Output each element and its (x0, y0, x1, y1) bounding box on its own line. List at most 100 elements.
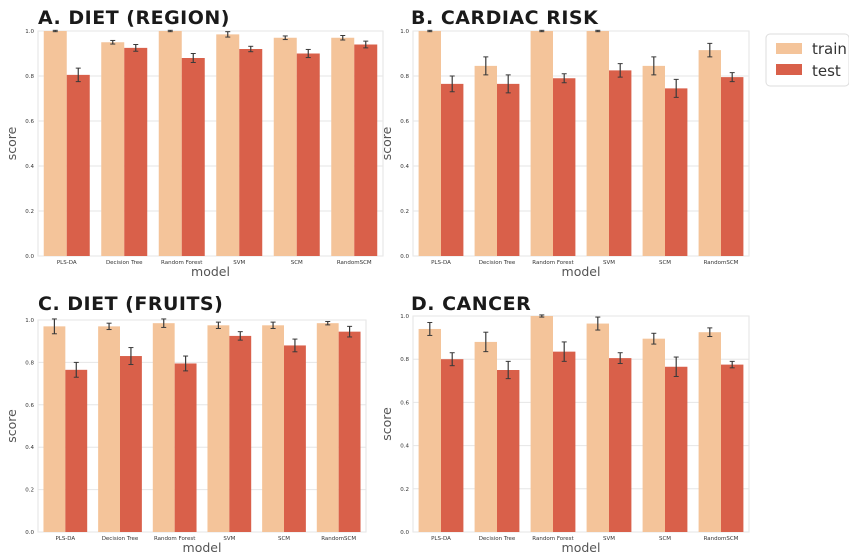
y-tick-label: 0.4 (25, 445, 34, 451)
x-tick-label: PLS-DA (57, 260, 77, 266)
bar-train (43, 326, 66, 532)
y-tick-label: 0.0 (25, 530, 34, 536)
bar-train (216, 34, 240, 256)
x-tick-label: Decision Tree (106, 260, 143, 266)
x-tick-label: RandomSCM (704, 260, 739, 266)
panel-title: D. CANCER (411, 293, 531, 315)
x-tick-label: Random Forest (161, 260, 203, 266)
bar-test (120, 356, 142, 532)
y-axis-label: score (4, 126, 19, 160)
y-tick-label: 0.8 (25, 74, 34, 80)
bar-test (609, 70, 632, 256)
bar-test (181, 58, 205, 256)
chart-panel-1: 0.0 0.2 0.4 0.6 0.8 1.0 PLS-DA Decision Tree Ran… (379, 7, 750, 279)
bar-train (331, 37, 355, 256)
panel-title: B. CARDIAC RISK (411, 7, 599, 29)
x-axis-label: model (183, 540, 222, 553)
bar-train (152, 323, 175, 532)
bar-test (665, 366, 688, 532)
x-tick-label: Decision Tree (479, 260, 516, 266)
bar-test (174, 363, 197, 532)
bar-train (474, 65, 497, 256)
y-tick-label: 0.2 (400, 209, 409, 215)
bar-test (354, 44, 378, 256)
panel-title: C. DIET (FRUITS) (38, 293, 223, 315)
x-tick-label: SCM (659, 260, 671, 266)
y-axis-label: score (379, 126, 394, 160)
legend: train test (765, 33, 849, 87)
y-axis-label: score (4, 409, 19, 443)
x-tick-label: Random Forest (532, 260, 574, 266)
chart-panel-2: 0.0 0.2 0.4 0.6 0.8 1.0 PLS-DA Decision Tree Ran… (4, 293, 367, 553)
x-tick-label: PLS-DA (431, 536, 451, 542)
bar-train (418, 328, 441, 532)
x-tick-label: PLS-DA (55, 536, 75, 542)
x-tick-label: SCM (278, 536, 290, 542)
x-axis-label: model (562, 540, 601, 553)
bar-train (316, 323, 339, 532)
bar-train (474, 341, 497, 532)
x-tick-label: Decision Tree (479, 536, 516, 542)
legend-label-train: train (812, 40, 847, 58)
y-tick-label: 0.4 (400, 444, 409, 450)
y-tick-label: 0.6 (25, 403, 34, 409)
bar-test (609, 358, 632, 532)
y-tick-label: 0.6 (25, 119, 34, 125)
bar-test (721, 364, 744, 532)
bar-train (101, 42, 125, 256)
bar-test (124, 47, 148, 256)
y-tick-label: 0.6 (400, 400, 409, 406)
x-tick-label: SVM (603, 536, 615, 542)
bar-test (66, 74, 90, 256)
bar-test (296, 53, 320, 256)
x-tick-label: Decision Tree (102, 536, 139, 542)
y-tick-label: 0.8 (400, 357, 409, 363)
bar-train (586, 323, 609, 532)
x-axis-label: model (191, 264, 230, 279)
bar-test (553, 351, 576, 532)
bar-test (665, 88, 688, 256)
bar-train (530, 31, 553, 256)
bar-test (441, 83, 464, 256)
bar-train (207, 325, 230, 532)
y-tick-label: 1.0 (400, 29, 409, 35)
bar-test (441, 359, 464, 532)
x-tick-label: Random Forest (532, 536, 574, 542)
bar-test (338, 331, 361, 532)
x-axis-label: model (562, 264, 601, 279)
bar-test (553, 78, 576, 256)
bar-train (418, 31, 441, 256)
plot-area (412, 315, 750, 533)
x-tick-label: Random Forest (154, 536, 196, 542)
bar-train (273, 37, 297, 256)
bar-test (497, 370, 520, 532)
y-tick-label: 0.2 (400, 487, 409, 493)
bar-train (698, 332, 721, 532)
y-tick-label: 1.0 (25, 29, 34, 35)
y-tick-label: 0.8 (25, 360, 34, 366)
y-tick-label: 0.4 (400, 164, 409, 170)
bar-test (65, 369, 88, 532)
y-tick-label: 0.2 (25, 488, 34, 494)
x-tick-label: SCM (659, 536, 671, 542)
x-tick-label: SCM (291, 260, 303, 266)
bar-train (698, 50, 721, 256)
x-tick-label: RandomSCM (337, 260, 372, 266)
chart-panel-0: 0.0 0.2 0.4 0.6 0.8 1.0 PLS-DA Decision Tree Ran… (4, 7, 384, 279)
bar-train (642, 338, 665, 532)
y-tick-label: 1.0 (25, 318, 34, 324)
bar-test (497, 83, 520, 256)
x-tick-label: SVM (233, 260, 245, 266)
y-tick-label: 0.4 (25, 164, 34, 170)
y-tick-label: 0.8 (400, 74, 409, 80)
plot-area (37, 319, 367, 533)
bar-train (262, 325, 284, 532)
bar-train (586, 31, 609, 256)
legend-swatch-train (776, 43, 802, 54)
bar-train (158, 31, 182, 256)
x-tick-label: RandomSCM (704, 536, 739, 542)
y-tick-label: 0.0 (400, 254, 409, 260)
y-tick-label: 0.0 (400, 530, 409, 536)
bar-train (98, 326, 120, 532)
